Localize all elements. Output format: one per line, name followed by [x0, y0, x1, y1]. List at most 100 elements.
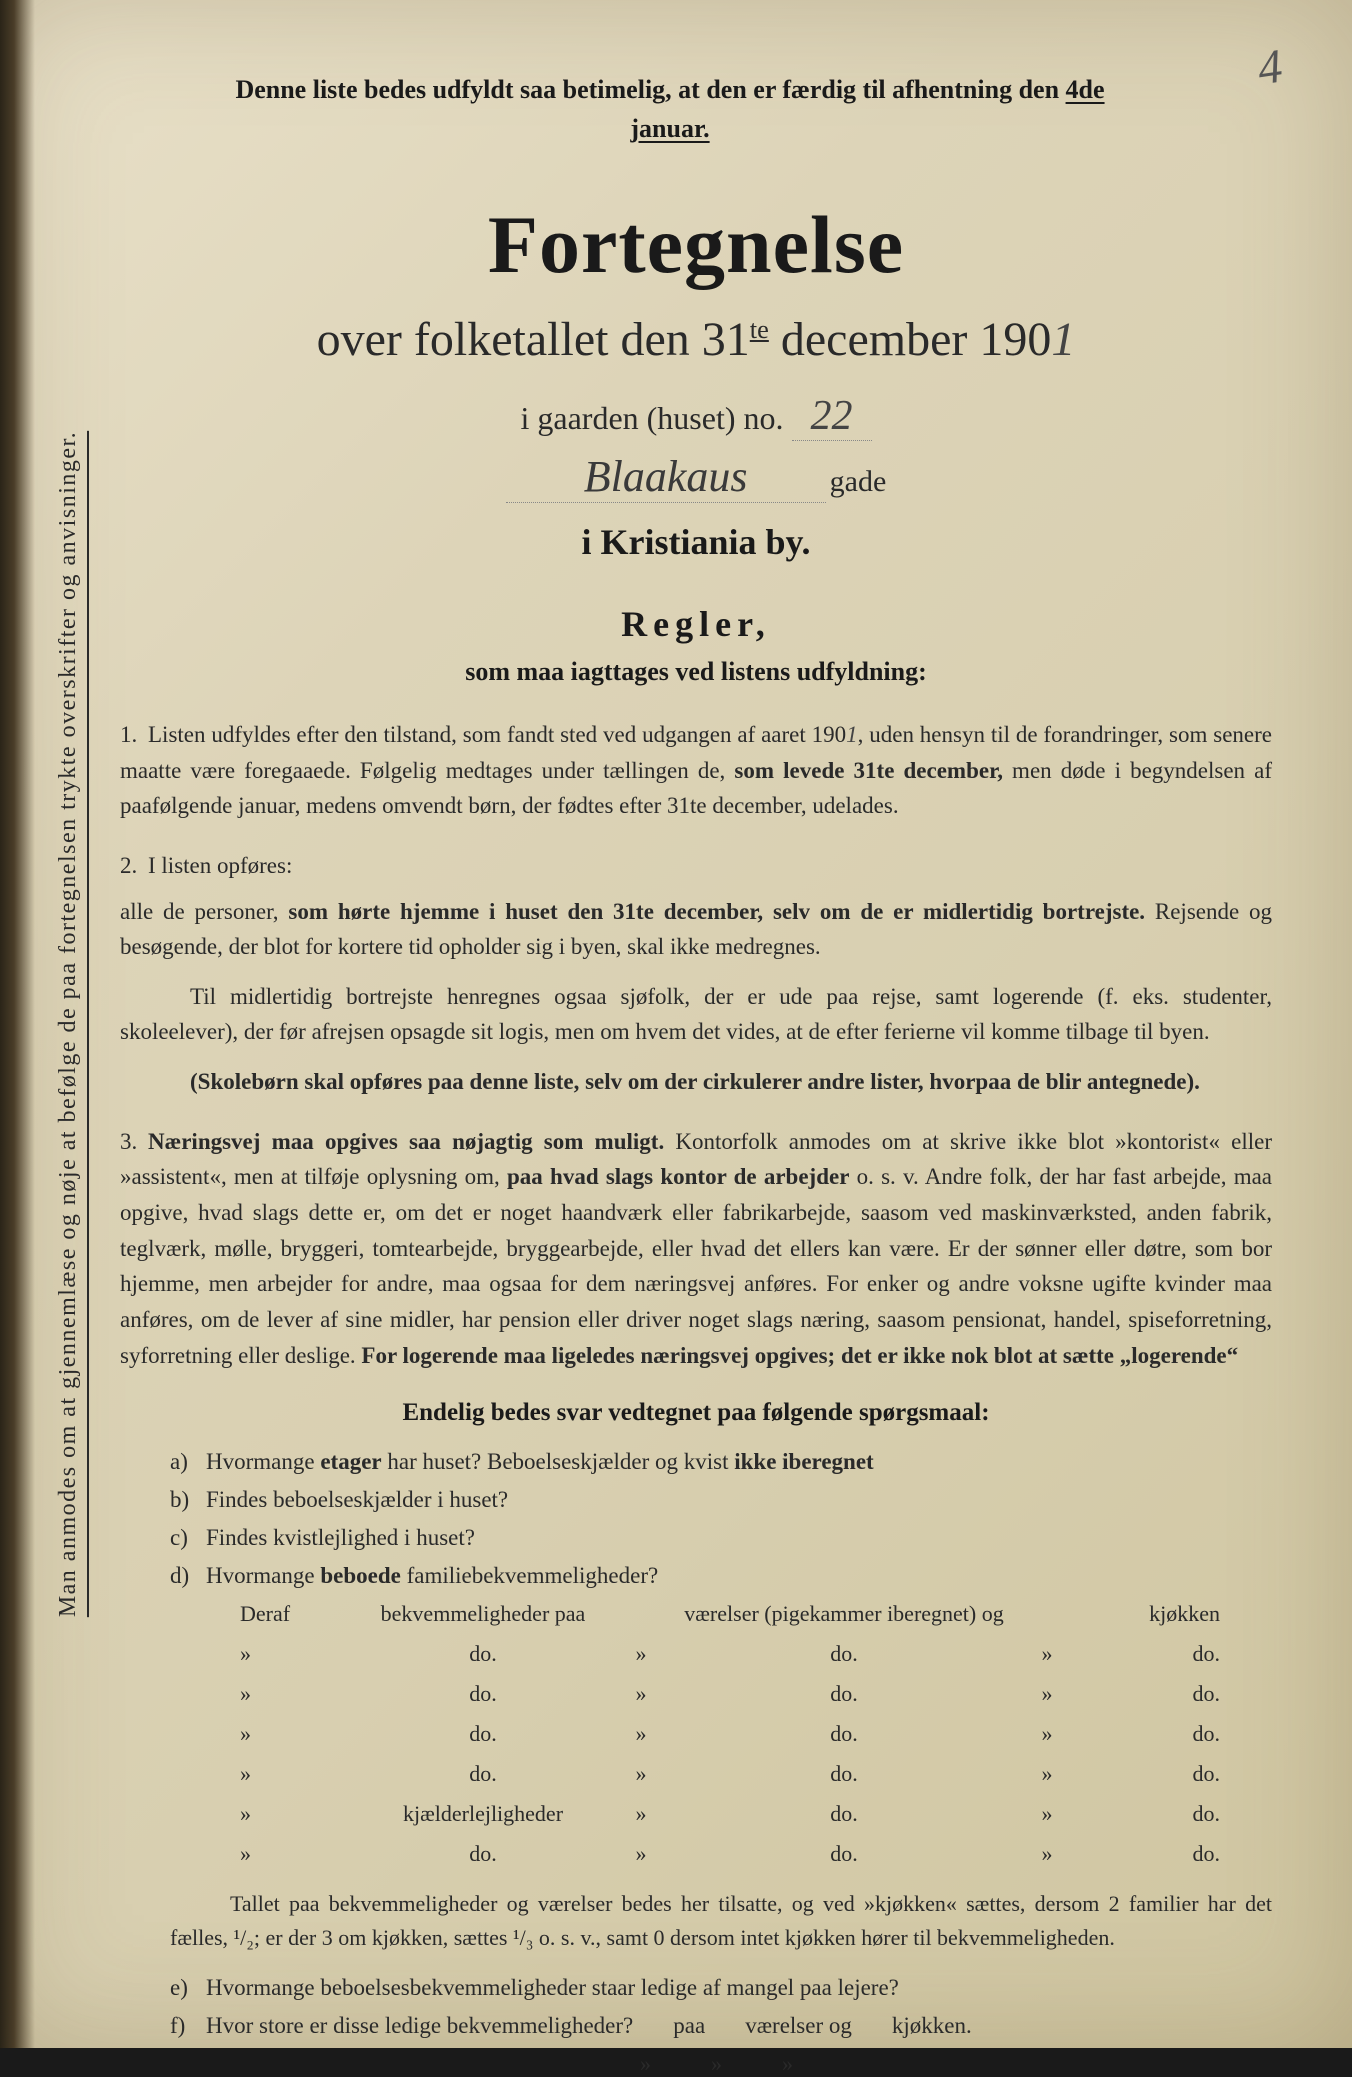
table-cell-c6: do.: [1080, 1641, 1220, 1667]
table-body: » do. » do. » do. » do. » do. » do. » do. » do. » do. » do.…: [120, 1641, 1272, 1867]
rule-1: 1.Listen udfyldes efter den tilstand, so…: [120, 717, 1272, 824]
question-b-text: Findes beboelseskjælder i huset?: [206, 1487, 508, 1512]
page-number-handwritten: 4: [1254, 39, 1285, 97]
table-cell-c2: kjælderlejligheder: [358, 1801, 608, 1827]
table-cell-c3: »: [616, 1801, 666, 1827]
year-handwritten: 1: [1051, 313, 1075, 366]
th-blank1: [616, 1601, 666, 1627]
vertical-margin-note: Man anmodes om at gjennemlæse og nøje at…: [55, 431, 82, 1617]
table-header-row: Deraf bekvemmeligheder paa værelser (pig…: [120, 1601, 1272, 1627]
table-cell-c2: do.: [358, 1841, 608, 1867]
question-f-paa: paa: [673, 2013, 705, 2039]
table-cell-c1: »: [240, 1681, 350, 1707]
subtitle-post: december 190: [769, 313, 1052, 366]
subtitle-ordinal: te: [750, 314, 769, 344]
rule-1-number: 1.: [120, 717, 148, 753]
table-cell-c1: »: [240, 1801, 350, 1827]
table-cell-c5: »: [1022, 1681, 1072, 1707]
subtitle: over folketallet den 31te december 1901: [120, 312, 1272, 367]
table-row: »do.»do.»do.: [120, 1681, 1272, 1707]
table-cell-c6: do.: [1080, 1681, 1220, 1707]
table-cell-c6: do.: [1080, 1721, 1220, 1747]
rule-2-number: 2.: [120, 848, 148, 884]
table-cell-c2: do.: [358, 1761, 608, 1787]
trailing-ditto-row: » » »: [120, 2051, 1272, 2077]
gade-label: gade: [830, 465, 887, 498]
questions-title: Endelig bedes svar vedtegnet paa følgend…: [120, 1399, 1272, 1427]
table-cell-c4: do.: [674, 1841, 1014, 1867]
rule-1-bold: som levede 31te december,: [734, 758, 1003, 783]
house-number-handwritten: 22: [792, 392, 872, 441]
table-cell-c4: do.: [674, 1721, 1014, 1747]
header-instruction: Denne liste bedes udfyldt saa betimelig,…: [230, 70, 1110, 148]
table-cell-c2: do.: [358, 1681, 608, 1707]
question-e-text: Hvormange beboelsesbekvemmeligheder staa…: [206, 1975, 899, 2000]
table-cell-c5: »: [1022, 1721, 1072, 1747]
rule-3-text-b: o. s. v. Andre folk, der har fast arbejd…: [120, 1164, 1272, 1367]
rule-3: 3.Næringsvej maa opgives saa nøjagtig so…: [120, 1124, 1272, 1373]
table-cell-c5: »: [1022, 1641, 1072, 1667]
rule-2-lead: I listen opføres:: [148, 853, 292, 878]
table-cell-c3: »: [616, 1681, 666, 1707]
table-cell-c4: do.: [674, 1801, 1014, 1827]
address-line: i gaarden (huset) no. 22: [120, 392, 1272, 441]
header-note-text: Denne liste bedes udfyldt saa betimelig,…: [235, 75, 1065, 104]
rule-2: 2.I listen opføres: alle de personer, so…: [120, 848, 1272, 1100]
table-cell-c2: do.: [358, 1641, 608, 1667]
table-cell-c1: »: [240, 1721, 350, 1747]
table-cell-c4: do.: [674, 1761, 1014, 1787]
question-d: d)Hvormange beboede familiebekvemmelighe…: [120, 1563, 1272, 1589]
question-f-vaer: værelser og: [745, 2013, 852, 2039]
question-e: e)Hvormange beboelsesbekvemmeligheder st…: [120, 1975, 1272, 2001]
question-d-letter: d): [170, 1563, 206, 1589]
table-cell-c4: do.: [674, 1641, 1014, 1667]
table-row: »do.»do.»do.: [120, 1761, 1272, 1787]
question-a-text-b: har huset? Beboelseskjælder og kvist: [382, 1449, 735, 1474]
rule-2-para1: alle de personer, som hørte hjemme i hus…: [120, 894, 1272, 965]
table-cell-c6: do.: [1080, 1801, 1220, 1827]
table-cell-c3: »: [616, 1641, 666, 1667]
question-d-text-a: Hvormange: [206, 1563, 320, 1588]
rule-1-text-a: Listen udfyldes efter den tilstand, som …: [148, 722, 846, 747]
subtitle-pre: over folketallet den 31: [317, 313, 750, 366]
rule-3-bold3: For logerende maa ligeledes næringsvej o…: [361, 1343, 1238, 1368]
question-d-text-b: familiebekvemmeligheder?: [401, 1563, 658, 1588]
table-cell-c5: »: [1022, 1761, 1072, 1787]
table-row: »do.»do.»do.: [120, 1641, 1272, 1667]
question-e-letter: e): [170, 1975, 206, 2001]
table-row: »do.»do.»do.: [120, 1721, 1272, 1747]
city-line: i Kristiania by.: [120, 521, 1272, 563]
question-a-text-a: Hvormange: [206, 1449, 320, 1474]
question-f-text: Hvor store er disse ledige bekvemmelighe…: [206, 2013, 633, 2038]
question-f: f)Hvor store er disse ledige bekvemmelig…: [120, 2013, 1272, 2039]
question-f-kjok: kjøkken.: [892, 2013, 972, 2039]
document-page: 4 Man anmodes om at gjennemlæse og nøje …: [0, 0, 1352, 2048]
question-c: c)Findes kvistlejlighed i huset?: [120, 1525, 1272, 1551]
question-b: b)Findes beboelseskjælder i huset?: [120, 1487, 1272, 1513]
table-cell-c3: »: [616, 1841, 666, 1867]
main-title: Fortegnelse: [120, 198, 1272, 292]
table-cell-c6: do.: [1080, 1841, 1220, 1867]
table-row: » kjælderlejligheder » do. » do.: [120, 1801, 1272, 1827]
table-cell-c1: »: [240, 1841, 350, 1867]
rule-3-bold2: paa hvad slags kontor de arbejder: [507, 1164, 849, 1189]
question-a-bold1: etager: [320, 1449, 381, 1474]
question-c-text: Findes kvistlejlighed i huset?: [206, 1525, 475, 1550]
table-cell-c5: »: [1022, 1801, 1072, 1827]
rules-subtitle: som maa iagttages ved listens udfyldning…: [120, 657, 1272, 687]
table-cell-c5: »: [1022, 1841, 1072, 1867]
th-kjokken: kjøkken: [1080, 1601, 1220, 1627]
question-a: a)Hvormange etager har huset? Beboelsesk…: [120, 1449, 1272, 1475]
ditto-3: »: [782, 2051, 793, 2077]
question-b-letter: b): [170, 1487, 206, 1513]
rule-2-bold: som hørte hjemme i huset den 31te decemb…: [288, 899, 1145, 924]
ditto-1: »: [640, 2051, 651, 2077]
table-row: » do. » do. » do.: [120, 1841, 1272, 1867]
th-bekvem: bekvemmeligheder paa: [358, 1601, 608, 1627]
rule-2-para3: (Skolebørn skal opføres paa denne liste,…: [120, 1064, 1272, 1100]
table-cell-c1: »: [240, 1761, 350, 1787]
rule-3-bold1: Næringsvej maa opgives saa nøjagtig som …: [148, 1129, 664, 1154]
rule-2-para2: Til midlertidig bortrejste henregnes ogs…: [120, 979, 1272, 1050]
question-d-bold: beboede: [320, 1563, 401, 1588]
table-cell-c2: do.: [358, 1721, 608, 1747]
